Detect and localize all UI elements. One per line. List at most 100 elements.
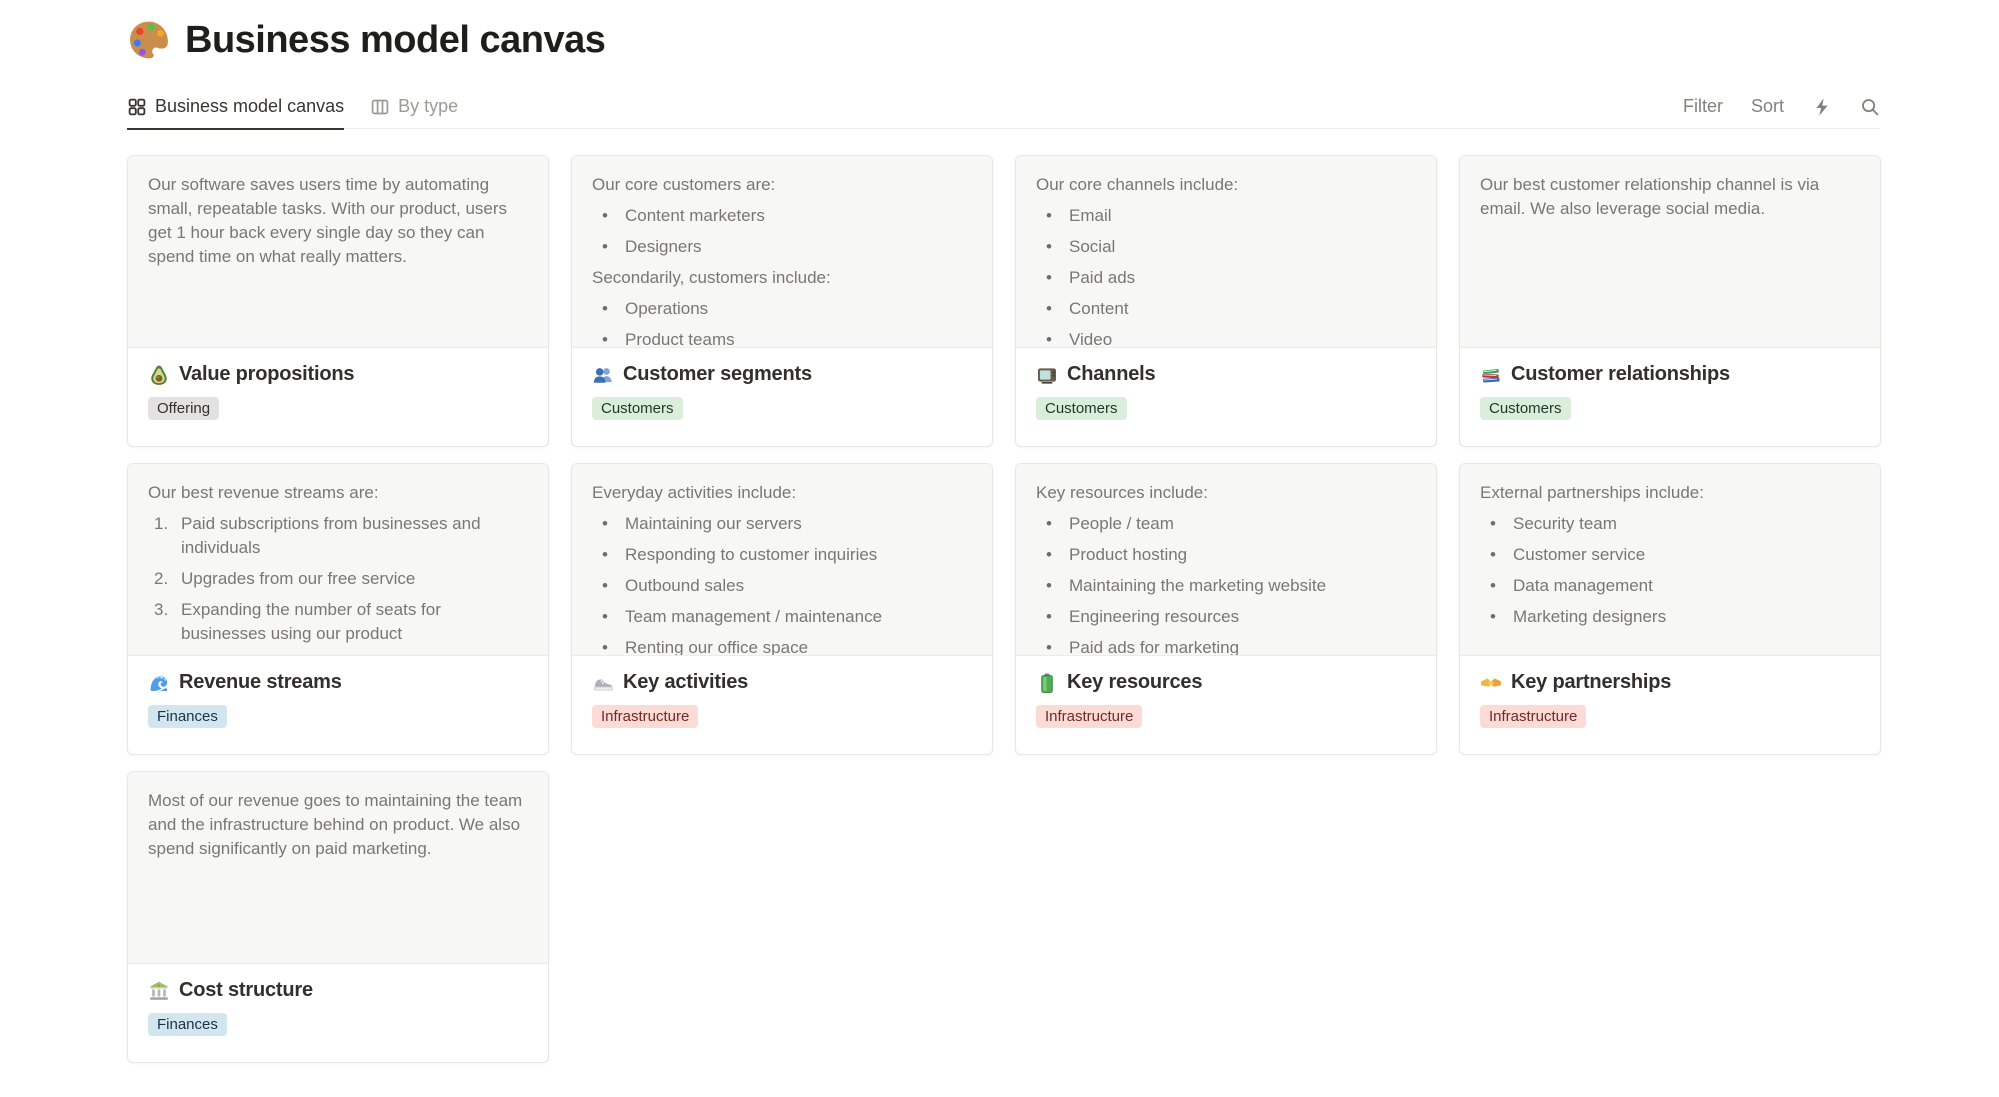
gallery-icon: [127, 97, 147, 117]
preview-list-item: Team management / maintenance: [592, 605, 972, 629]
card-tag: Customers: [592, 397, 683, 420]
card-preview: Our core channels include: Email Social Pai…: [1016, 156, 1436, 348]
canvas-card[interactable]: Our best customer relationship channel i…: [1459, 155, 1881, 447]
view-tab-bar: Business model canvas By type Filter Sor…: [127, 96, 1880, 130]
search-icon[interactable]: [1860, 97, 1880, 117]
preview-paragraph: Our core channels include:: [1036, 175, 1239, 194]
preview-list-item: Content: [1036, 297, 1416, 321]
preview-paragraph: Everyday activities include:: [592, 483, 797, 502]
card-preview: Our best customer relationship channel i…: [1460, 156, 1880, 348]
canvas-card[interactable]: Our core customers are: Content marketers…: [571, 155, 993, 447]
filter-button[interactable]: Filter: [1682, 96, 1723, 116]
preview-list-item: Customer service: [1480, 543, 1860, 567]
preview-list-item: Engineering resources: [1036, 605, 1416, 629]
preview-numbered-list: Paid subscriptions from businesses and i…: [148, 512, 528, 646]
card-tag: Infrastructure: [592, 705, 699, 728]
card-footer: Key activities Infrastructure: [572, 656, 992, 728]
palette-icon: [127, 18, 171, 62]
card-title: Value propositions: [179, 363, 355, 385]
card-title: Customer segments: [623, 363, 812, 385]
preview-list-item: Product teams: [592, 328, 972, 347]
preview-list-item: Maintaining our servers: [592, 512, 972, 536]
preview-list-item: Responding to customer inquiries: [592, 543, 972, 567]
tab-business-model-canvas[interactable]: Business model canvas: [127, 96, 345, 130]
canvas-card[interactable]: Everyday activities include: Maintaining …: [571, 463, 993, 755]
tab-label: Business model canvas: [155, 96, 345, 116]
card-title: Key resources: [1067, 671, 1203, 693]
people-icon: [592, 364, 614, 386]
preview-paragraph: Our software saves users time by automat…: [148, 175, 508, 266]
card-footer: Channels Customers: [1016, 348, 1436, 420]
tv-icon: [1036, 364, 1058, 386]
preview-list-item: Content marketers: [592, 204, 972, 228]
card-footer: Customer relationships Customers: [1460, 348, 1880, 420]
canvas-card[interactable]: Key resources include: People / team Produ…: [1015, 463, 1437, 755]
canvas-card[interactable]: Our software saves users time by automat…: [127, 155, 549, 447]
preview-list-item: Upgrades from our free service: [154, 567, 416, 591]
battery-icon: [1036, 672, 1058, 694]
preview-list-item: Outbound sales: [592, 574, 972, 598]
sort-button[interactable]: Sort: [1750, 96, 1784, 116]
card-title: Revenue streams: [179, 671, 342, 693]
preview-bullet-list: People / team Product hosting Maintaining …: [1036, 512, 1416, 655]
bank-icon: [148, 980, 170, 1002]
preview-list-item: Security team: [1480, 512, 1860, 536]
preview-list-item: Paid subscriptions from businesses and i…: [154, 512, 481, 557]
preview-list-item: Designers: [592, 235, 972, 259]
board-icon: [370, 97, 390, 117]
card-preview: Our best revenue streams are: Paid subscr…: [128, 464, 548, 656]
page-header: Business model canvas: [127, 16, 1999, 64]
card-preview: External partnerships include: Security t…: [1460, 464, 1880, 656]
preview-list-item: Email: [1036, 204, 1416, 228]
wave-icon: [148, 672, 170, 694]
card-preview: Everyday activities include: Maintaining …: [572, 464, 992, 656]
card-footer: Revenue streams Finances: [128, 656, 548, 728]
card-title: Cost structure: [179, 979, 313, 1001]
canvas-card[interactable]: External partnerships include: Security t…: [1459, 463, 1881, 755]
card-footer: Customer segments Customers: [572, 348, 992, 420]
preview-list-item: Paid ads: [1036, 266, 1416, 290]
canvas-card[interactable]: Our best revenue streams are: Paid subscr…: [127, 463, 549, 755]
preview-list-item: Paid ads for marketing: [1036, 636, 1416, 655]
card-title: Key activities: [623, 671, 749, 693]
card-footer: Value propositions Offering: [128, 348, 548, 420]
card-tag: Finances: [148, 1013, 227, 1036]
preview-list-item: Product hosting: [1036, 543, 1416, 567]
preview-bullet-list: Operations Product teams: [592, 297, 972, 347]
card-footer: Cost structure Finances: [128, 964, 548, 1036]
view-toolbar: Filter Sort: [1683, 96, 1880, 117]
preview-list-item: Renting our office space: [592, 636, 972, 655]
card-title: Key partnerships: [1511, 671, 1672, 693]
card-tag: Finances: [148, 705, 227, 728]
preview-list-item: Maintaining the marketing website: [1036, 574, 1416, 598]
card-tag: Infrastructure: [1480, 705, 1587, 728]
canvas-card[interactable]: Our core channels include: Email Social Pai…: [1015, 155, 1437, 447]
preview-bullet-list: Maintaining our servers Responding to cus…: [592, 512, 972, 655]
card-title: Channels: [1067, 363, 1156, 385]
card-tag: Customers: [1480, 397, 1571, 420]
preview-list-item: Marketing designers: [1480, 605, 1860, 629]
page-title: Business model canvas: [185, 18, 606, 61]
tab-by-type[interactable]: By type: [370, 96, 458, 117]
preview-list-item: People / team: [1036, 512, 1416, 536]
card-footer: Key resources Infrastructure: [1016, 656, 1436, 728]
preview-list-item: Data management: [1480, 574, 1860, 598]
preview-paragraph: External partnerships include:: [1480, 483, 1704, 502]
canvas-card[interactable]: Most of our revenue goes to maintaining …: [127, 771, 549, 1063]
preview-paragraph: Our best revenue streams are:: [148, 483, 379, 502]
handshake-icon: [1480, 672, 1502, 694]
preview-list-item: Social: [1036, 235, 1416, 259]
preview-paragraph: Our core customers are:: [592, 175, 776, 194]
card-tag: Offering: [148, 397, 220, 420]
preview-list-item: Expanding the number of seats for busine…: [154, 598, 441, 643]
preview-paragraph: Our best customer relationship channel i…: [1480, 175, 1820, 218]
card-preview: Our software saves users time by automat…: [128, 156, 548, 348]
card-tag: Customers: [1036, 397, 1127, 420]
preview-list-item: Video: [1036, 328, 1416, 347]
preview-paragraph: Most of our revenue goes to maintaining …: [148, 791, 523, 858]
preview-bullet-list: Content marketers Designers: [592, 204, 972, 259]
preview-paragraph: Secondarily, customers include:: [592, 268, 831, 287]
preview-paragraph: Key resources include:: [1036, 483, 1208, 502]
lightning-bolt-icon[interactable]: [1812, 97, 1832, 117]
gallery-grid: Our software saves users time by automat…: [127, 155, 1999, 1063]
